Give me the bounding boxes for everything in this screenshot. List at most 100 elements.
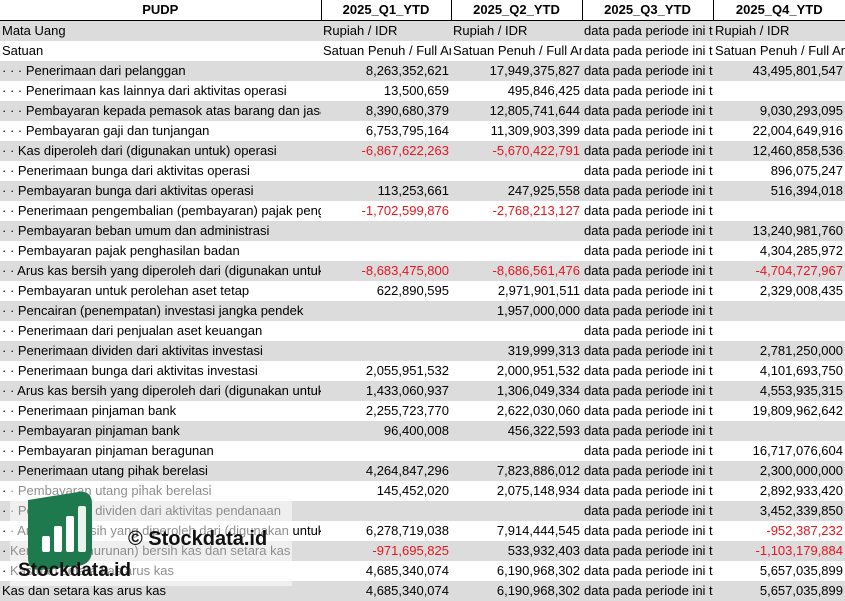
cell-q3[interactable]: data pada periode ini tidak tersedia — [582, 441, 713, 461]
cell-q4[interactable]: 9,030,293,095 — [713, 101, 845, 121]
row-label[interactable]: · · Penerimaan pinjaman bank — [0, 401, 321, 421]
cell-q4[interactable]: 4,553,935,315 — [713, 381, 845, 401]
row-label[interactable]: · · Pencairan (penempatan) investasi jan… — [0, 301, 321, 321]
cell-q2[interactable]: 1,306,049,334 — [451, 381, 582, 401]
row-label[interactable]: · · Kas diperoleh dari (digunakan untuk)… — [0, 141, 321, 161]
cell-q4[interactable]: 2,300,000,000 — [713, 461, 845, 481]
cell-q4[interactable]: 12,460,858,536 — [713, 141, 845, 161]
row-label[interactable]: Mata Uang — [0, 20, 321, 41]
row-label[interactable]: Kas dan setara kas arus kas — [0, 581, 321, 601]
cell-q3[interactable]: data pada periode ini tidak tersedia — [582, 401, 713, 421]
cell-q3[interactable]: data pada periode ini tidak tersedia — [582, 161, 713, 181]
cell-q1[interactable]: -8,683,475,800 — [321, 261, 451, 281]
cell-q4[interactable]: 516,394,018 — [713, 181, 845, 201]
cell-q4[interactable]: -4,704,727,967 — [713, 261, 845, 281]
cell-q1[interactable]: -6,867,622,263 — [321, 141, 451, 161]
cell-q1[interactable]: 2,055,951,532 — [321, 361, 451, 381]
cell-q4[interactable]: 22,004,649,916 — [713, 121, 845, 141]
row-label[interactable]: · · Pembayaran beban umum dan administra… — [0, 221, 321, 241]
cell-q2[interactable]: 6,190,968,302 — [451, 561, 582, 581]
cell-q2[interactable]: 6,190,968,302 — [451, 581, 582, 601]
cell-q1[interactable]: 145,452,020 — [321, 481, 451, 501]
cell-q1[interactable]: 6,278,719,038 — [321, 521, 451, 541]
cell-q2[interactable]: 7,823,886,012 — [451, 461, 582, 481]
cell-q4[interactable]: 896,075,247 — [713, 161, 845, 181]
cell-q4[interactable] — [713, 421, 845, 441]
cell-q2[interactable]: 456,322,593 — [451, 421, 582, 441]
cell-q4[interactable] — [713, 81, 845, 101]
row-label[interactable]: · · Penerimaan dividen dari aktivitas in… — [0, 341, 321, 361]
cell-q3[interactable]: data pada periode ini tidak tersedia — [582, 41, 713, 61]
cell-q1[interactable] — [321, 441, 451, 461]
cell-q1[interactable]: -971,695,825 — [321, 541, 451, 561]
cell-q4[interactable]: -1,103,179,884 — [713, 541, 845, 561]
cell-q2[interactable]: 2,971,901,511 — [451, 281, 582, 301]
cell-q3[interactable]: data pada periode ini tidak tersedia — [582, 201, 713, 221]
column-header-q3[interactable]: 2025_Q3_YTD — [581, 0, 713, 21]
cell-q2[interactable]: 319,999,313 — [451, 341, 582, 361]
column-header-q1[interactable]: 2025_Q1_YTD — [320, 0, 451, 21]
cell-q3[interactable]: data pada periode ini tidak tersedia — [582, 181, 713, 201]
row-label[interactable]: · · · Penerimaan kas lainnya dari aktivi… — [0, 81, 321, 101]
cell-q4[interactable]: 16,717,076,604 — [713, 441, 845, 461]
cell-q3[interactable]: data pada periode ini tidak tersedia — [582, 521, 713, 541]
cell-q2[interactable] — [451, 221, 582, 241]
row-label[interactable]: · · Penerimaan utang pihak berelasi — [0, 461, 321, 481]
row-label[interactable]: · · Pembayaran bunga dari aktivitas oper… — [0, 181, 321, 201]
column-header-pudp[interactable]: PUDP — [0, 0, 321, 21]
cell-q3[interactable]: data pada periode ini tidak tersedia — [582, 561, 713, 581]
cell-q3[interactable]: data pada periode ini tidak tersedia — [582, 301, 713, 321]
row-label[interactable]: Satuan — [0, 41, 321, 61]
cell-q1[interactable] — [321, 341, 451, 361]
row-label[interactable]: · · Arus kas bersih yang diperoleh dari … — [0, 261, 321, 281]
cell-q3[interactable]: data pada periode ini tidak tersedia — [582, 381, 713, 401]
cell-q2[interactable] — [451, 161, 582, 181]
cell-q1[interactable] — [321, 501, 451, 521]
cell-q2[interactable]: 2,622,030,060 — [451, 401, 582, 421]
cell-q3[interactable]: data pada periode ini tidak tersedia — [582, 101, 713, 121]
cell-q2[interactable]: 2,000,951,532 — [451, 361, 582, 381]
cell-q2[interactable] — [451, 321, 582, 341]
cell-q4[interactable] — [713, 321, 845, 341]
cell-q4[interactable] — [713, 301, 845, 321]
cell-q1[interactable] — [321, 301, 451, 321]
cell-q4[interactable]: 2,892,933,420 — [713, 481, 845, 501]
row-label[interactable]: · · Arus kas bersih yang diperoleh dari … — [0, 381, 321, 401]
cell-q4[interactable]: Rupiah / IDR — [713, 20, 845, 41]
cell-q3[interactable]: data pada periode ini tidak tersedia — [582, 421, 713, 441]
cell-q4[interactable]: 19,809,962,642 — [713, 401, 845, 421]
cell-q1[interactable]: 8,390,680,379 — [321, 101, 451, 121]
row-label[interactable]: · · Pembayaran pinjaman bank — [0, 421, 321, 441]
cell-q3[interactable]: data pada periode ini tidak tersedia — [582, 541, 713, 561]
cell-q4[interactable]: 4,101,693,750 — [713, 361, 845, 381]
cell-q3[interactable]: data pada periode ini tidak tersedia — [582, 241, 713, 261]
cell-q3[interactable]: data pada periode ini tidak tersedia — [582, 261, 713, 281]
row-label[interactable]: · · Pembayaran pinjaman beragunan — [0, 441, 321, 461]
cell-q4[interactable] — [713, 201, 845, 221]
cell-q2[interactable]: -2,768,213,127 — [451, 201, 582, 221]
cell-q4[interactable]: 3,452,339,850 — [713, 501, 845, 521]
cell-q2[interactable] — [451, 241, 582, 261]
cell-q3[interactable]: data pada periode ini tidak tersedia — [582, 121, 713, 141]
cell-q3[interactable]: data pada periode ini tidak tersedia — [582, 221, 713, 241]
cell-q1[interactable] — [321, 321, 451, 341]
cell-q2[interactable]: 11,309,903,399 — [451, 121, 582, 141]
cell-q1[interactable]: 4,685,340,074 — [321, 561, 451, 581]
cell-q1[interactable] — [321, 161, 451, 181]
column-header-q2[interactable]: 2025_Q2_YTD — [450, 0, 582, 21]
cell-q2[interactable]: 533,932,403 — [451, 541, 582, 561]
cell-q1[interactable]: 1,433,060,937 — [321, 381, 451, 401]
cell-q3[interactable]: data pada periode ini tidak tersedia — [582, 141, 713, 161]
cell-q4[interactable]: Satuan Penuh / Full Amount — [713, 41, 845, 61]
row-label[interactable]: · · Penerimaan dari penjualan aset keuan… — [0, 321, 321, 341]
cell-q2[interactable]: Rupiah / IDR — [451, 20, 582, 41]
cell-q2[interactable]: 247,925,558 — [451, 181, 582, 201]
cell-q4[interactable]: -952,387,232 — [713, 521, 845, 541]
cell-q3[interactable]: data pada periode ini tidak tersedia — [582, 61, 713, 81]
cell-q2[interactable]: 12,805,741,644 — [451, 101, 582, 121]
cell-q2[interactable]: -5,670,422,791 — [451, 141, 582, 161]
cell-q1[interactable]: Satuan Penuh / Full Amount — [321, 41, 451, 61]
row-label[interactable]: · · · Penerimaan dari pelanggan — [0, 61, 321, 81]
cell-q1[interactable]: Rupiah / IDR — [321, 20, 451, 41]
cell-q4[interactable]: 2,781,250,000 — [713, 341, 845, 361]
